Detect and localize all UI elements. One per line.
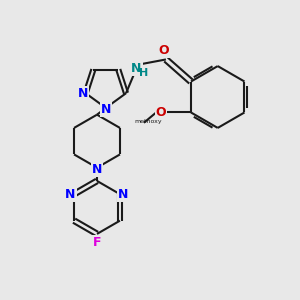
Text: N: N [100,103,111,116]
Text: O: O [156,106,166,119]
Text: N: N [118,188,129,201]
Text: N: N [92,163,102,176]
Text: N: N [131,62,142,75]
Text: F: F [93,236,101,249]
Text: N: N [77,87,88,100]
Text: methoxy: methoxy [134,119,162,124]
Text: O: O [158,44,169,57]
Text: H: H [139,68,148,78]
Text: N: N [65,188,76,201]
